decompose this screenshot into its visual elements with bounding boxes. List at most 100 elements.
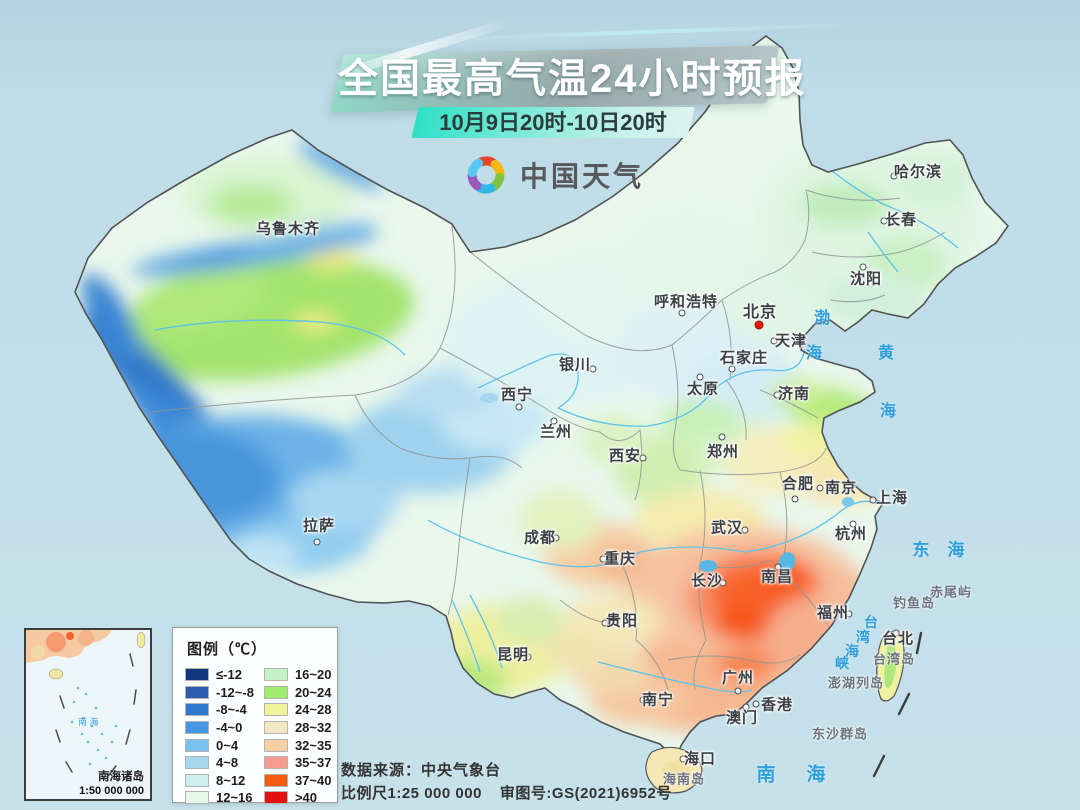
legend-range-label: 12~16	[216, 790, 253, 806]
legend-range-label: 24~28	[294, 702, 332, 718]
city-dot	[679, 755, 687, 763]
city-label: 银川	[558, 356, 592, 374]
legend-color-swatch	[185, 685, 209, 699]
city-dot	[816, 484, 824, 492]
city-dot	[639, 696, 647, 704]
city-label: 长沙	[690, 572, 724, 590]
island-label: 台湾岛	[872, 651, 916, 667]
legend-range-label: 0~4	[216, 737, 239, 753]
legend-item: ≤-12	[185, 666, 254, 684]
legend-color-swatch	[263, 738, 288, 752]
city-label: 呼和浩特	[653, 293, 719, 311]
scale-approval-line: 比例尺1:25 000 000 审图号:GS(2021)6952号	[341, 782, 690, 803]
city-dot	[774, 563, 782, 571]
city-dot	[719, 579, 727, 587]
legend-item: 35~37	[263, 754, 331, 772]
legend-color-swatch	[263, 791, 288, 805]
logo-text: 中国天气	[520, 161, 645, 192]
sea-label-char: 黄	[877, 345, 895, 362]
city-label: 哈尔滨	[893, 163, 943, 181]
legend-item: >40	[263, 789, 332, 807]
legend-color-swatch	[263, 721, 288, 735]
city-label: 杭州	[834, 525, 868, 543]
sea-label-char: 海	[947, 540, 965, 560]
legend-item: 24~28	[263, 701, 332, 719]
legend-item: 4~8	[185, 754, 254, 772]
sea-label-char: 东	[912, 540, 930, 560]
city-label: 拉萨	[302, 517, 336, 535]
legend-color-swatch	[263, 685, 288, 699]
city-label: 广州	[721, 669, 755, 687]
sea-label-char: 海	[806, 764, 826, 786]
inset-title: 南海诸岛	[98, 769, 144, 783]
city-label: 石家庄	[719, 349, 769, 367]
city-dot	[773, 391, 781, 399]
legend-range-label: 20~24	[294, 684, 332, 700]
inset-scale: 1:50 000 000	[79, 785, 144, 797]
south-china-sea-inset-map: 南 海 南海诸岛 1:50 000 000	[24, 628, 152, 801]
city-label: 台北	[881, 630, 915, 648]
city-label: 香港	[760, 696, 794, 714]
city-label: 兰州	[539, 423, 573, 441]
city-dot	[639, 454, 647, 462]
city-label: 重庆	[603, 550, 637, 568]
city-dot	[869, 496, 877, 504]
city-dot	[589, 365, 597, 373]
city-label: 沈阳	[849, 270, 883, 288]
legend-color-swatch	[263, 703, 288, 717]
city-dot	[849, 520, 857, 528]
city-label: 南京	[824, 479, 858, 497]
legend-column: ≤-12 -12~-8 -8~-4 -4~0 0~4 4~8 8~12 12~16	[185, 666, 254, 807]
city-dot	[845, 610, 853, 618]
city-dot	[524, 653, 532, 661]
map-scale: 比例尺1:25 000 000	[341, 785, 482, 802]
city-dot	[890, 172, 898, 180]
sea-label-char: 海	[805, 345, 823, 362]
sea-label-char: 渤	[813, 310, 831, 327]
city-label: 海口	[683, 750, 717, 768]
legend-item: 37~40	[263, 772, 331, 790]
city-label: 上海	[875, 489, 909, 507]
pinwheel-icon	[467, 156, 505, 194]
city-label: 济南	[777, 385, 811, 403]
legend-item: 32~35	[263, 736, 331, 754]
city-dot	[599, 555, 607, 563]
legend-item: 28~32	[263, 719, 332, 737]
island-label: 海南岛	[662, 771, 706, 787]
city-label: 南昌	[760, 568, 794, 586]
approval-number: 审图号:GS(2021)6952号	[499, 785, 672, 802]
island-label: 赤尾屿	[929, 584, 973, 600]
legend-item: -4~0	[185, 719, 254, 737]
legend-items: ≤-12 -12~-8 -8~-4 -4~0 0~4 4~8 8~12 12~16 16~20 2…	[185, 666, 331, 807]
sea-label-char: 南	[756, 764, 776, 786]
island-label: 钓鱼岛	[892, 595, 936, 611]
city-dot	[718, 433, 726, 441]
sea-boundary-dashes	[872, 631, 923, 778]
legend-range-label: >40	[294, 790, 318, 806]
city-dot	[550, 417, 558, 425]
city-dot	[752, 700, 760, 708]
city-label: 西安	[608, 447, 642, 465]
inset-dash-line	[55, 653, 137, 777]
city-label: 合肥	[781, 475, 815, 493]
city-dot	[696, 373, 704, 381]
legend-range-label: 16~20	[294, 667, 332, 683]
capital-dot	[754, 320, 764, 330]
legend-item: 20~24	[263, 684, 332, 702]
city-label: 成都	[523, 529, 557, 547]
legend-box: 图例（℃） ≤-12 -12~-8 -8~-4 -4~0 0~4 4~8 8~12 12~16…	[172, 627, 338, 805]
legend-item: -12~-8	[185, 684, 254, 702]
legend-color-swatch	[185, 668, 209, 682]
city-dot	[770, 337, 778, 345]
legend-range-label: -4~0	[216, 720, 243, 736]
province-borders	[149, 189, 946, 691]
city-dot	[741, 526, 749, 534]
legend-range-label: 28~32	[294, 720, 332, 736]
china-national-border	[74, 35, 1010, 758]
sea-label-char: 海	[845, 643, 859, 659]
city-label: 贵阳	[605, 612, 639, 630]
city-dot	[880, 217, 888, 225]
legend-color-swatch	[263, 773, 288, 787]
legend-color-swatch	[263, 668, 288, 682]
